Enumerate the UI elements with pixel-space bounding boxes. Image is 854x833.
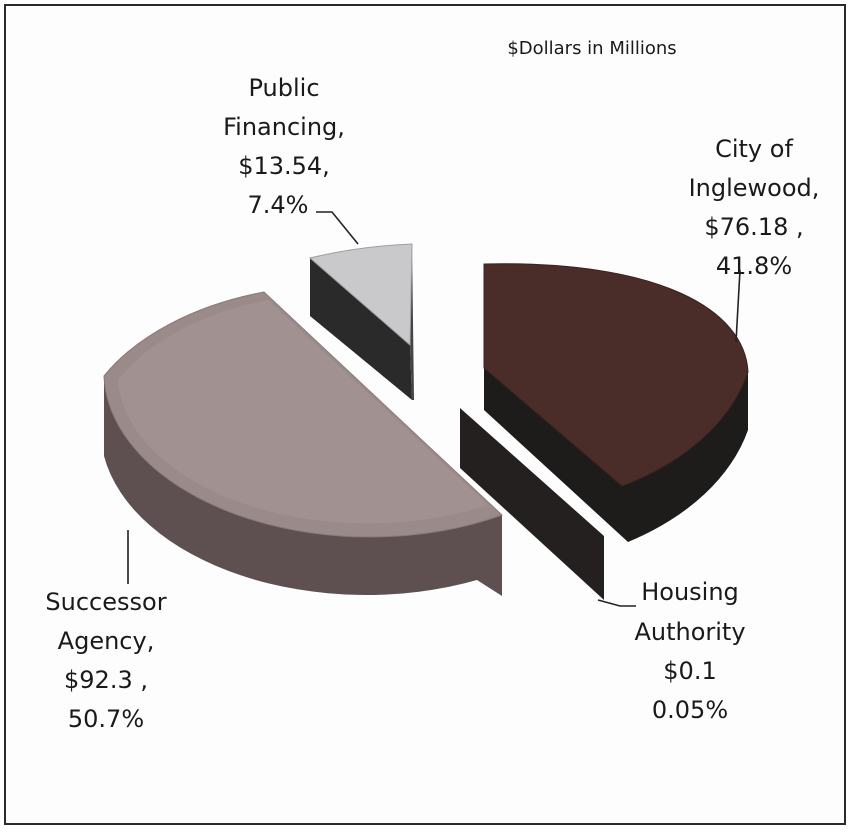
- slice-successor-agency-side: [104, 376, 502, 596]
- slice-housing-authority: [460, 408, 604, 600]
- slice-housing-authority-shape: [460, 408, 604, 600]
- label-housing-line2: Authority: [634, 618, 745, 646]
- label-housing-authority: Housing Authority $0.1 0.05%: [634, 578, 745, 724]
- label-successor-line4: 50.7%: [68, 705, 144, 733]
- slice-city-of-inglewood-side: [484, 264, 748, 542]
- slice-public-financing-side-left: [310, 258, 412, 400]
- label-successor-line2: Agency,: [58, 627, 155, 655]
- slice-city-of-inglewood-top: [483, 263, 749, 487]
- label-public-line3: $13.54,: [238, 152, 330, 180]
- label-housing-line4: 0.05%: [652, 696, 728, 724]
- label-city-line1: City of: [715, 135, 793, 163]
- label-housing-line3: $0.1: [663, 657, 716, 685]
- label-housing-line1: Housing: [641, 578, 739, 606]
- label-public-financing: Public Financing, $13.54, 7.4%: [223, 74, 345, 219]
- label-successor-agency: Successor Agency, $92.3 , 50.7%: [45, 588, 166, 733]
- leader-line-city: [735, 269, 741, 343]
- slice-public-financing-side-right: [410, 244, 414, 400]
- slice-public-financing: [308, 243, 414, 400]
- slice-successor-agency-highlight: [118, 300, 488, 524]
- chart-subtitle: $Dollars in Millions: [507, 38, 676, 59]
- label-city-of-inglewood: City of Inglewood, $76.18 , 41.8%: [689, 135, 820, 280]
- label-public-line1: Public: [248, 74, 319, 102]
- slice-public-financing-top: [308, 243, 413, 347]
- label-city-line4: 41.8%: [716, 252, 792, 280]
- leader-line-public: [316, 211, 359, 245]
- label-public-line4: 7.4%: [248, 191, 309, 219]
- slice-city-of-inglewood: [483, 263, 749, 542]
- label-successor-line3: $92.3 ,: [64, 666, 148, 694]
- label-city-line3: $76.18 ,: [704, 213, 803, 241]
- label-public-line2: Financing,: [223, 113, 345, 141]
- label-successor-line1: Successor: [45, 588, 166, 616]
- slice-successor-agency: [103, 291, 503, 596]
- leader-line-housing: [597, 599, 636, 607]
- label-city-line2: Inglewood,: [689, 174, 820, 202]
